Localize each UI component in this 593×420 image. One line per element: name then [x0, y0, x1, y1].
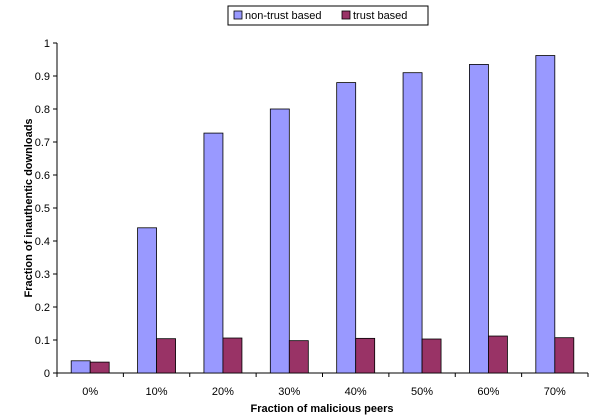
bar-non-trust: [336, 82, 357, 374]
y-tick-label: 0.2: [35, 302, 50, 314]
bar-trust: [89, 361, 110, 374]
bar-non-trust: [469, 64, 489, 374]
bar-non-trust: [535, 55, 556, 374]
x-tick-label: 60%: [477, 386, 499, 398]
legend-box: [227, 5, 429, 26]
bar-trust: [156, 338, 176, 374]
bar-trust: [288, 340, 309, 374]
bar-trust: [421, 338, 442, 374]
legend-swatch-trust: [341, 10, 351, 20]
bar-trust: [355, 337, 376, 374]
x-axis: 0% 10% 20% 30% 40% 50% 60% 70%: [56, 372, 589, 398]
bar-non-trust: [137, 227, 157, 374]
bar-non-trust: [269, 108, 290, 374]
y-axis-title: Fraction of inauthentic downloads: [23, 118, 35, 297]
y-axis: 0 0.1 0.2 0.3 0.4 0.5 0.6 0.7 0.8 0.9 1: [35, 38, 58, 380]
x-tick-label: 0%: [82, 386, 98, 398]
x-tick-label: 40%: [345, 386, 367, 398]
y-tick-label: 0.4: [35, 236, 50, 248]
legend-swatch-non-trust: [233, 10, 243, 20]
legend-label-non-trust: non-trust based: [245, 10, 321, 22]
x-axis-title: Fraction of malicious peers: [250, 403, 393, 415]
y-tick-label: 0: [44, 368, 50, 380]
y-tick-label: 1: [44, 38, 50, 50]
x-tick-label: 30%: [278, 386, 300, 398]
bar-non-trust: [203, 132, 224, 374]
y-tick-label: 0.8: [35, 104, 50, 116]
bar-trust: [222, 337, 243, 374]
bar-trust: [488, 335, 508, 374]
y-tick-label: 0.9: [35, 71, 50, 83]
x-tick-label: 20%: [212, 386, 234, 398]
y-tick-label: 0.3: [35, 269, 50, 281]
legend-label-trust: trust based: [353, 10, 407, 22]
y-tick-label: 0.5: [35, 203, 50, 215]
legend: non-trust based trust based: [227, 5, 429, 26]
bar-trust: [554, 337, 575, 374]
bars: [70, 55, 575, 374]
x-tick-label: 70%: [544, 386, 566, 398]
x-tick-label: 10%: [146, 386, 168, 398]
x-tick-label: 50%: [411, 386, 433, 398]
y-tick-label: 0.7: [35, 137, 50, 149]
bar-non-trust: [402, 72, 423, 374]
y-tick-label: 0.1: [35, 335, 50, 347]
y-tick-label: 0.6: [35, 170, 50, 182]
bar-non-trust: [70, 360, 91, 374]
